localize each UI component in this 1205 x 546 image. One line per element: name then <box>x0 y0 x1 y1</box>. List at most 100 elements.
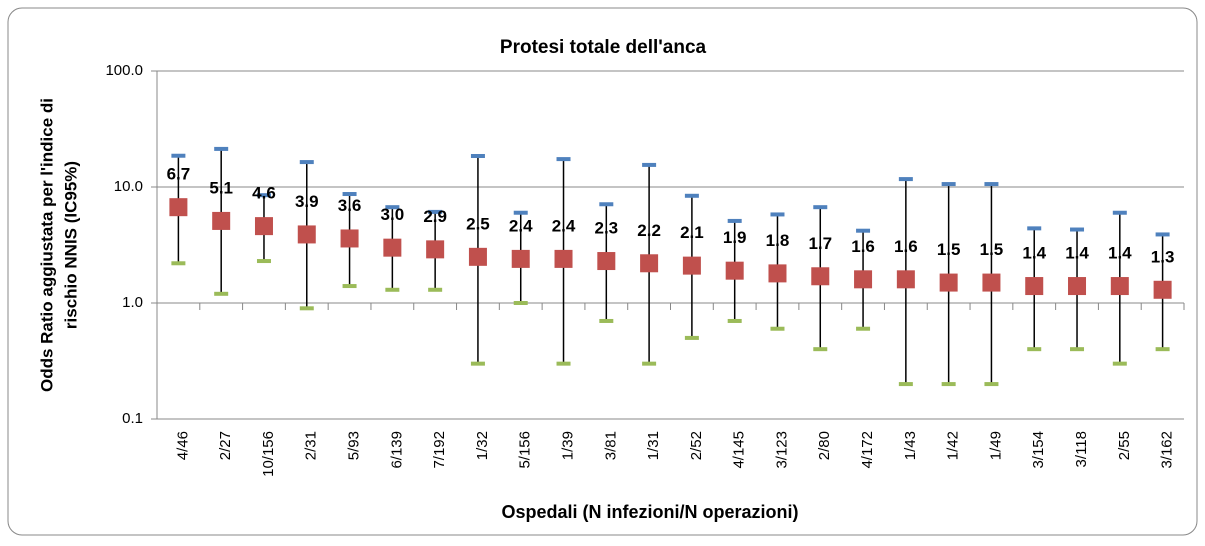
x-tick-label-group: 4/46 <box>174 431 191 460</box>
point-marker <box>426 240 445 259</box>
x-tick-label-group: 3/154 <box>1030 431 1047 469</box>
x-tick-label-group: 6/139 <box>388 431 405 469</box>
x-tick-label-group: 10/156 <box>260 431 277 477</box>
point-marker <box>682 256 701 275</box>
y-axis-title-line: rischio NNIS (IC95%) <box>61 161 80 329</box>
x-tick-label-group: 7/192 <box>431 431 448 469</box>
point-marker <box>939 273 958 292</box>
x-tick-label: 1/42 <box>945 431 962 460</box>
value-label: 1.6 <box>851 237 875 256</box>
point-marker <box>383 238 402 257</box>
x-tick-label-group: 2/27 <box>217 431 234 460</box>
value-label: 1.4 <box>1065 244 1089 263</box>
x-tick-label: 3/123 <box>773 431 790 469</box>
y-axis-title-line: Odds Ratio aggiustata per l'indice di <box>37 98 56 392</box>
value-label: 1.7 <box>808 234 832 253</box>
point-marker <box>468 247 487 266</box>
value-label: 1.6 <box>894 237 918 256</box>
value-label: 2.1 <box>680 223 704 242</box>
x-tick-label: 4/46 <box>174 431 191 460</box>
point-marker <box>1110 277 1129 296</box>
point-marker <box>725 261 744 280</box>
point-marker <box>640 254 659 273</box>
x-tick-label-group: 1/43 <box>902 431 919 460</box>
point-marker <box>340 229 359 248</box>
point-marker <box>297 225 316 244</box>
value-label: 1.9 <box>723 228 747 247</box>
point-marker <box>768 264 787 283</box>
value-label: 1.5 <box>937 240 961 259</box>
y-tick-label: 1.0 <box>122 294 143 311</box>
x-tick-label: 2/27 <box>217 431 234 460</box>
value-label: 3.0 <box>381 205 405 224</box>
x-tick-label-group: 1/32 <box>474 431 491 460</box>
x-tick-label-group: 1/39 <box>559 431 576 460</box>
x-tick-label: 3/118 <box>1073 431 1090 467</box>
x-tick-label: 6/139 <box>388 431 405 469</box>
value-label: 1.4 <box>1022 244 1046 263</box>
point-marker <box>811 267 830 286</box>
x-tick-label: 10/156 <box>260 431 277 477</box>
x-tick-label-group: 5/93 <box>346 431 363 460</box>
value-label: 5.1 <box>209 178 233 197</box>
x-tick-label: 1/39 <box>559 431 576 460</box>
point-marker <box>854 270 873 289</box>
x-tick-label: 2/80 <box>816 431 833 460</box>
x-tick-label-group: 2/55 <box>1116 431 1133 460</box>
x-tick-label: 5/156 <box>517 431 534 469</box>
y-tick-label: 10.0 <box>114 178 143 195</box>
x-tick-label-group: 1/42 <box>945 431 962 460</box>
value-label: 1.3 <box>1151 247 1175 266</box>
x-tick-label: 7/192 <box>431 431 448 469</box>
x-tick-label-group: 3/162 <box>1159 431 1176 469</box>
y-tick-label: 0.1 <box>122 410 143 427</box>
x-tick-label: 1/43 <box>902 431 919 460</box>
point-marker <box>554 249 573 268</box>
value-label: 2.4 <box>552 216 576 235</box>
value-label: 3.6 <box>338 196 362 215</box>
y-axis-title: Odds Ratio aggiustata per l'indice di ri… <box>37 98 80 392</box>
x-tick-label-group: 5/156 <box>517 431 534 469</box>
value-label: 3.9 <box>295 192 319 211</box>
x-tick-label-group: 2/31 <box>303 431 320 460</box>
chart-title: Protesi totale dell'anca <box>500 37 707 58</box>
y-tick-label: 100.0 <box>105 62 143 79</box>
x-tick-label-group: 4/172 <box>859 431 876 469</box>
chart-border <box>7 7 1198 536</box>
point-marker <box>597 252 616 271</box>
x-tick-label: 3/81 <box>602 431 619 460</box>
value-label: 2.5 <box>466 214 490 233</box>
x-tick-label-group: 3/123 <box>773 431 790 469</box>
value-label: 4.6 <box>252 184 276 203</box>
x-tick-label-group: 1/49 <box>987 431 1004 460</box>
x-tick-label-group: 3/81 <box>602 431 619 460</box>
point-marker <box>254 217 273 236</box>
value-label: 2.2 <box>637 221 661 240</box>
point-marker <box>1025 277 1044 296</box>
x-tick-label: 1/49 <box>987 431 1004 460</box>
x-axis-title: Ospedali (N infezioni/N operazioni) <box>501 502 798 522</box>
x-tick-label: 1/31 <box>645 431 662 460</box>
point-marker <box>896 270 915 289</box>
point-marker <box>212 211 231 230</box>
point-marker <box>1068 277 1087 296</box>
x-tick-label-group: 2/52 <box>688 431 705 460</box>
value-label: 6.7 <box>167 165 191 184</box>
value-label: 2.4 <box>509 216 533 235</box>
x-tick-label: 3/162 <box>1159 431 1176 469</box>
x-tick-label: 4/145 <box>731 431 748 469</box>
x-tick-label: 3/154 <box>1030 431 1047 469</box>
value-label: 1.8 <box>766 231 790 250</box>
x-tick-label: 4/172 <box>859 431 876 469</box>
point-marker <box>169 198 188 217</box>
value-label: 2.9 <box>423 207 447 226</box>
value-label: 1.4 <box>1108 244 1132 263</box>
point-marker <box>511 249 530 268</box>
x-tick-label: 2/52 <box>688 431 705 460</box>
x-tick-label: 1/32 <box>474 431 491 460</box>
value-label: 1.5 <box>980 240 1004 259</box>
x-tick-label-group: 3/118 <box>1073 431 1090 467</box>
point-marker <box>1153 280 1172 299</box>
x-tick-label-group: 4/145 <box>731 431 748 469</box>
x-tick-label-group: 2/80 <box>816 431 833 460</box>
